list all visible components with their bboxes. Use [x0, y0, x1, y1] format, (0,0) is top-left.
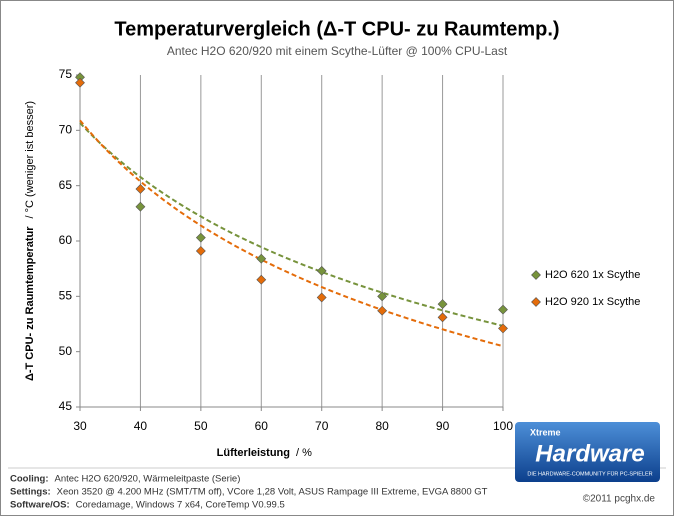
- y-tick-label: 45: [59, 399, 73, 413]
- y-tick-label: 60: [59, 233, 73, 247]
- y-axis-title: Δ-T CPU- zu Raumtemperatur / °C (weniger…: [24, 101, 36, 381]
- y-tick-label: 75: [59, 67, 73, 81]
- point: [316, 292, 327, 303]
- x-tick-label: 90: [436, 419, 450, 433]
- point: [135, 184, 146, 194]
- logo-tagline: DIE HARDWARE-COMMUNITY FÜR PC-SPIELER: [527, 470, 652, 477]
- footer-value: Antec H2O 620/920, Wärmeleitpaste (Serie…: [55, 474, 241, 485]
- point: [498, 323, 508, 334]
- point: [377, 291, 388, 302]
- point: [377, 305, 388, 316]
- x-tick-label: 30: [73, 419, 87, 433]
- point: [498, 304, 508, 315]
- y-tick-label: 70: [59, 123, 73, 137]
- legend-marker: [531, 297, 541, 307]
- x-label: Lüfterleistung: [217, 447, 290, 459]
- trendline: [79, 122, 504, 327]
- footer-label: Settings:: [10, 487, 51, 498]
- y-tick-label: 50: [59, 344, 73, 358]
- y-tick-label: 55: [59, 289, 73, 303]
- x-tick-label: 70: [315, 419, 329, 433]
- footer-label: Software/OS:: [10, 500, 70, 511]
- chart-title: Temperaturvergleich (Δ-T CPU- zu Raumtem…: [114, 18, 559, 40]
- point: [437, 312, 448, 323]
- x-tick-label: 100: [493, 419, 513, 433]
- point: [195, 232, 206, 243]
- point: [256, 253, 267, 264]
- logo: Xtreme Hardware DIE HARDWARE-COMMUNITY F…: [515, 422, 660, 482]
- point: [195, 246, 206, 256]
- legend-label: H2O 620 1x Scythe: [545, 269, 640, 281]
- y-unit: / °C (weniger ist besser): [24, 101, 36, 219]
- footer-label: Cooling:: [10, 474, 49, 485]
- y-label: Δ-T CPU- zu Raumtemperatur: [24, 226, 36, 381]
- x-tick-label: 60: [255, 419, 269, 433]
- point: [135, 201, 146, 212]
- trendline: [79, 119, 504, 348]
- x-tick-label: 50: [194, 419, 208, 433]
- legend-label: H2O 920 1x Scythe: [545, 296, 640, 308]
- legend-marker: [531, 270, 541, 280]
- point: [256, 274, 267, 285]
- footer-value: Coredamage, Windows 7 x64, CoreTemp V0.9…: [76, 500, 285, 511]
- point: [316, 265, 327, 276]
- copyright: ©2011 pcghx.de: [583, 494, 656, 505]
- logo-box: [515, 422, 660, 482]
- point: [437, 299, 448, 310]
- x-tick-label: 40: [134, 419, 148, 433]
- logo-small: Xtreme: [530, 427, 561, 437]
- chart-subtitle: Antec H2O 620/920 mit einem Scythe-Lüfte…: [167, 44, 508, 58]
- footer-value: Xeon 3520 @ 4.200 MHz (SMT/TM off), VCor…: [57, 487, 488, 498]
- x-unit: / %: [296, 447, 312, 459]
- x-tick-label: 80: [375, 419, 389, 433]
- logo-big: Hardware: [535, 440, 644, 467]
- y-tick-label: 65: [59, 178, 73, 192]
- point: [75, 77, 85, 88]
